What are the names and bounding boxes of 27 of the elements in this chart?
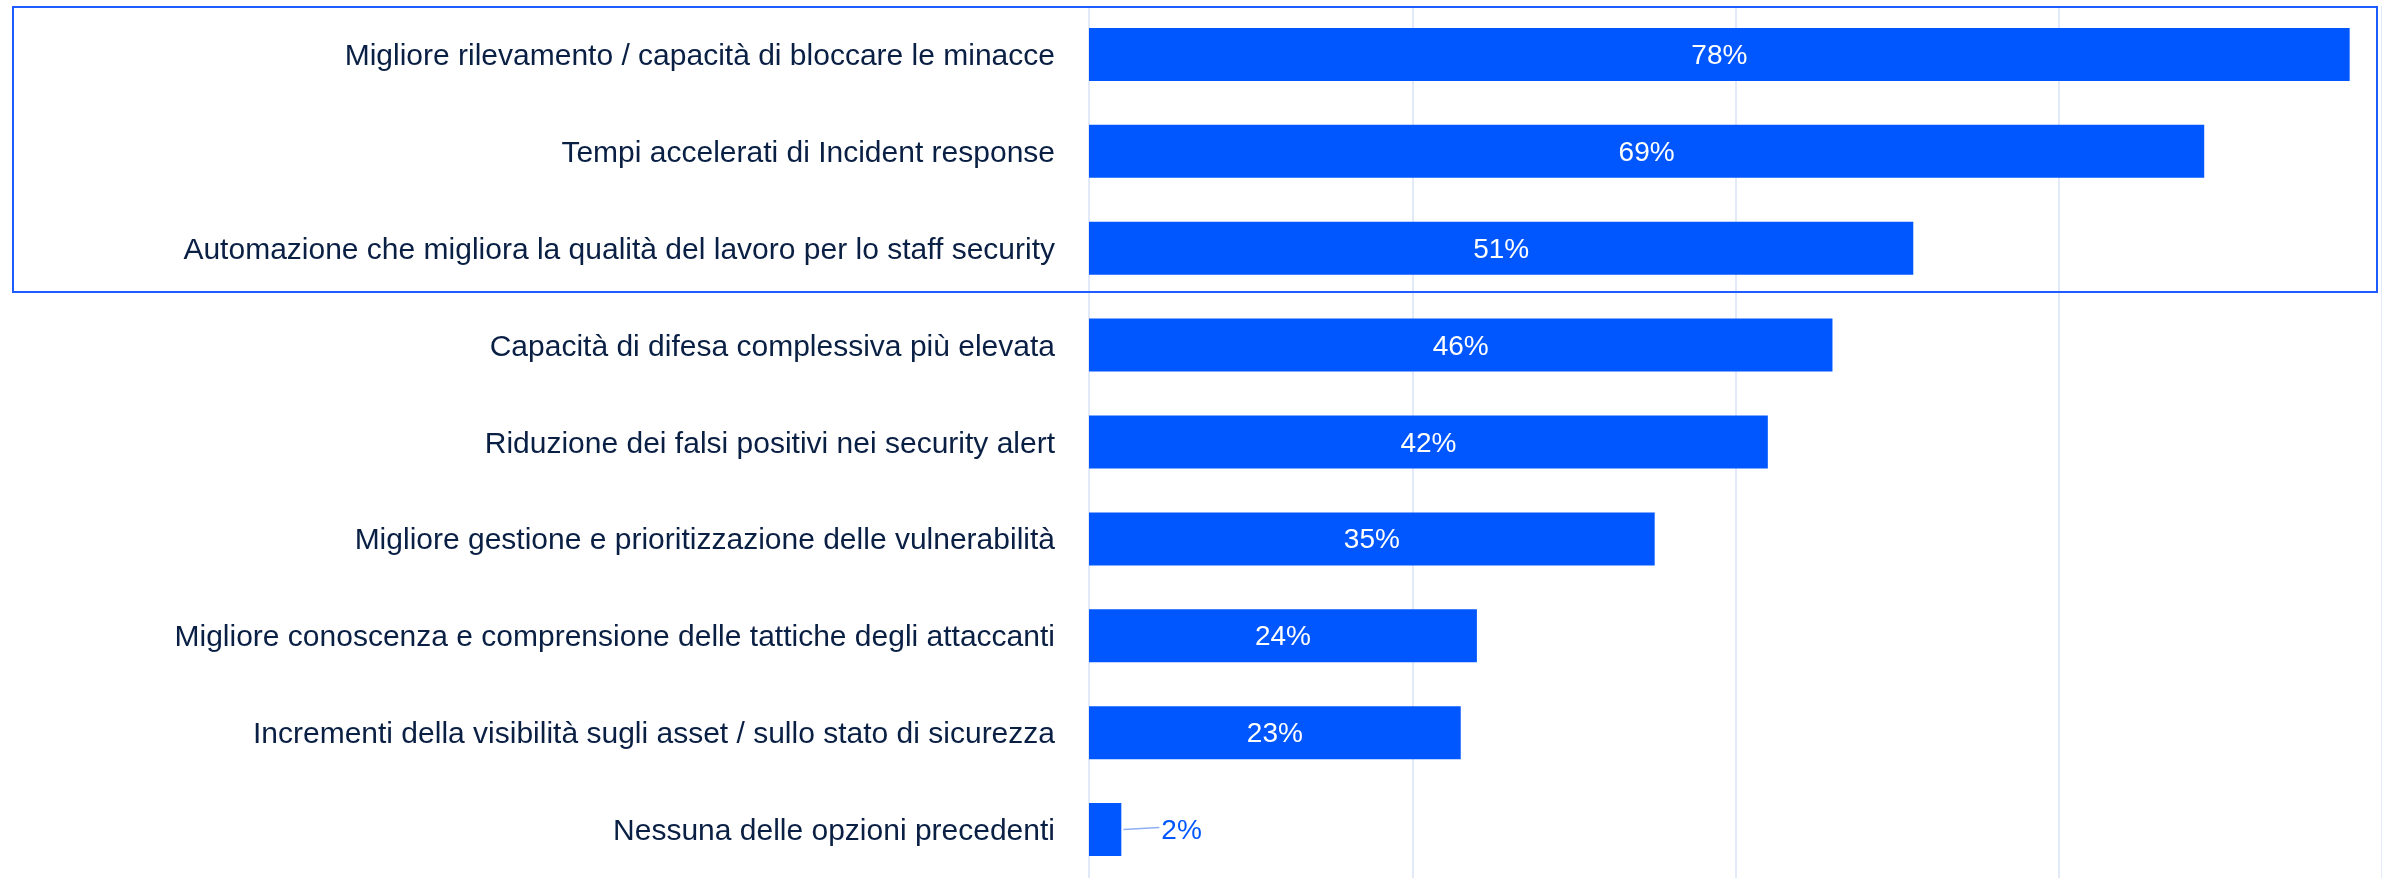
y-tick-label: Riduzione dei falsi positivi nei security alert	[484, 425, 1056, 459]
bar	[1089, 415, 1768, 469]
y-tick-label: Migliore gestione e prioritizzazione delle vulnerabilità	[354, 522, 1056, 556]
bar	[1089, 27, 2350, 81]
data-label: 2%	[1161, 814, 1202, 846]
data-label: 78%	[1691, 38, 1748, 70]
bar	[1089, 609, 1477, 663]
data-label: 23%	[1246, 717, 1303, 749]
y-tick-label: Migliore conoscenza e comprensione delle tattiche degli attaccanti	[174, 619, 1055, 653]
data-label: 24%	[1254, 620, 1311, 652]
bar	[1089, 803, 1122, 857]
data-label: 35%	[1343, 523, 1400, 555]
data-label: 42%	[1400, 426, 1457, 458]
data-label: 46%	[1432, 329, 1489, 361]
bar	[1089, 706, 1461, 760]
bar	[1089, 512, 1655, 566]
y-tick-label: Incrementi della visibilità sugli asset / sullo stato di sicurezza	[252, 716, 1056, 750]
bar	[1089, 124, 2205, 178]
y-tick-label: Migliore rilevamento / capacità di bloccare le minacce	[344, 37, 1055, 71]
y-tick-label: Automazione che migliora la qualità del lavoro per lo staff security	[183, 231, 1055, 265]
data-label: 69%	[1618, 135, 1675, 167]
bar	[1089, 318, 1833, 372]
y-tick-label: Tempi accelerati di Incident response	[561, 134, 1055, 168]
bar	[1089, 221, 1914, 275]
y-tick-label: Nessuna delle opzioni precedenti	[613, 813, 1055, 847]
data-label: 51%	[1473, 232, 1530, 264]
y-tick-label: Capacità di difesa complessiva più elevata	[489, 328, 1056, 362]
